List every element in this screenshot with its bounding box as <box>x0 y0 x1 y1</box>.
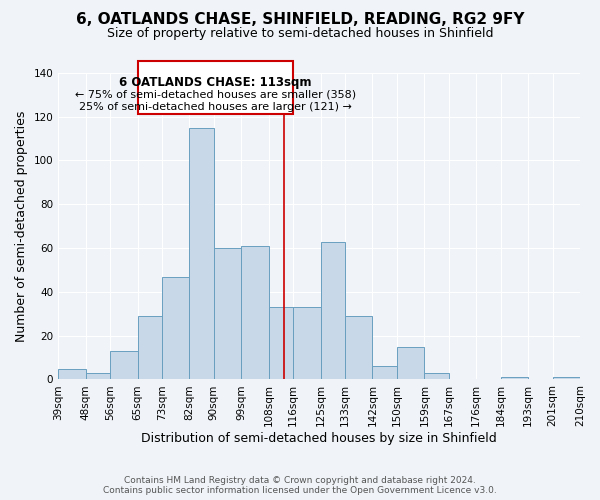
Text: Contains HM Land Registry data © Crown copyright and database right 2024.
Contai: Contains HM Land Registry data © Crown c… <box>103 476 497 495</box>
FancyBboxPatch shape <box>137 60 293 114</box>
Text: 25% of semi-detached houses are larger (121) →: 25% of semi-detached houses are larger (… <box>79 102 352 112</box>
Text: ← 75% of semi-detached houses are smaller (358): ← 75% of semi-detached houses are smalle… <box>75 90 356 100</box>
Bar <box>58 368 86 380</box>
Bar <box>397 346 424 380</box>
Bar <box>214 248 241 380</box>
Text: Size of property relative to semi-detached houses in Shinfield: Size of property relative to semi-detach… <box>107 28 493 40</box>
Bar <box>424 373 449 380</box>
Bar <box>137 316 162 380</box>
Bar <box>86 373 110 380</box>
Bar <box>241 246 269 380</box>
Bar <box>110 351 137 380</box>
Bar <box>500 378 528 380</box>
Bar <box>373 366 397 380</box>
Bar <box>162 276 190 380</box>
Bar <box>293 307 320 380</box>
Text: 6 OATLANDS CHASE: 113sqm: 6 OATLANDS CHASE: 113sqm <box>119 76 311 89</box>
X-axis label: Distribution of semi-detached houses by size in Shinfield: Distribution of semi-detached houses by … <box>141 432 497 445</box>
Bar <box>190 128 214 380</box>
Bar <box>553 378 580 380</box>
Bar <box>269 307 293 380</box>
Bar <box>320 242 345 380</box>
Y-axis label: Number of semi-detached properties: Number of semi-detached properties <box>15 110 28 342</box>
Bar <box>345 316 373 380</box>
Text: 6, OATLANDS CHASE, SHINFIELD, READING, RG2 9FY: 6, OATLANDS CHASE, SHINFIELD, READING, R… <box>76 12 524 28</box>
